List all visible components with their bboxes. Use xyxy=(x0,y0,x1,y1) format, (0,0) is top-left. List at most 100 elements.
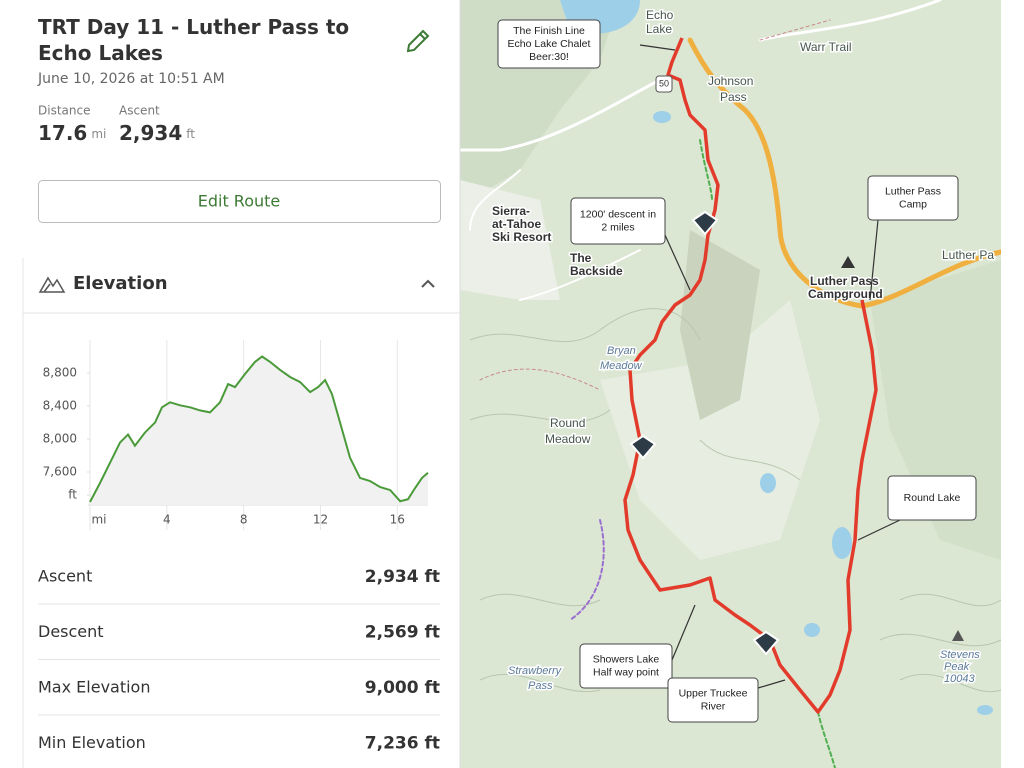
stat-value: 2,934 ft xyxy=(119,121,195,145)
contours xyxy=(469,308,1002,693)
place-label: Echo xyxy=(646,8,674,22)
lake xyxy=(653,111,671,123)
stat-row-label: Ascent xyxy=(38,567,92,586)
place-label: Strawberry xyxy=(508,665,563,677)
callout-box[interactable] xyxy=(887,475,977,521)
route-date: June 10, 2026 at 10:51 AM xyxy=(37,71,225,87)
y-tick-label: ft xyxy=(68,488,77,502)
place-label: 10043 xyxy=(944,673,975,685)
callout-pointer xyxy=(857,519,901,541)
y-tick-label: 7,600 xyxy=(43,465,77,479)
trail xyxy=(817,711,836,768)
stat-row-value: 2,569 ft xyxy=(365,623,440,643)
stat-row-value: 9,000 ft xyxy=(365,678,440,698)
callout-text: Camp xyxy=(899,198,927,210)
road xyxy=(519,249,641,301)
area xyxy=(90,356,428,505)
collapse-toggle[interactable] xyxy=(421,279,435,288)
route xyxy=(623,37,878,714)
contour xyxy=(479,673,601,693)
road xyxy=(758,0,942,42)
place-label: The xyxy=(570,251,592,265)
callout-box[interactable] xyxy=(667,677,759,723)
hwy-shield xyxy=(655,75,673,93)
place-label: Meadow xyxy=(600,360,643,372)
road xyxy=(469,169,521,231)
callout-text: Beer:30! xyxy=(529,51,569,63)
callout-text: Echo Lake Chalet xyxy=(508,38,591,50)
stat-label: Ascent xyxy=(119,104,160,118)
place-label: Campground xyxy=(808,287,883,301)
trail xyxy=(569,519,605,621)
roads xyxy=(458,0,1004,768)
callout-text: Showers Lake xyxy=(593,653,660,665)
callout-text: 1200' descent in xyxy=(580,208,656,220)
edit-icon[interactable] xyxy=(406,29,430,53)
place-label: Peak xyxy=(944,661,970,673)
trail-marker[interactable] xyxy=(629,434,657,460)
place-label: Warr Trail xyxy=(800,40,852,54)
x-tick-label: mi xyxy=(91,513,106,527)
place-label: Meadow xyxy=(545,432,591,446)
contour xyxy=(899,593,1002,607)
callout-box[interactable] xyxy=(570,197,666,245)
place-label: Bryan xyxy=(607,345,636,357)
callout-text: Half way point xyxy=(593,666,659,678)
place-label: Ski Resort xyxy=(492,230,551,244)
callout-pointer xyxy=(671,604,696,661)
section-title: Elevation xyxy=(73,273,168,294)
highway xyxy=(687,37,1004,309)
place-label: Johnson xyxy=(708,74,753,88)
terrain xyxy=(600,300,820,560)
contour xyxy=(469,409,611,423)
y-tick-label: 8,800 xyxy=(43,366,77,380)
boundary xyxy=(479,368,601,391)
callout-text: Round Lake xyxy=(904,492,961,504)
boundary xyxy=(759,19,831,41)
road xyxy=(458,78,662,152)
stat-unit: ft xyxy=(186,127,195,141)
callout-pointer xyxy=(639,44,676,51)
y-tick-label: 8,000 xyxy=(43,432,77,446)
contour xyxy=(469,308,701,343)
place-label: Round xyxy=(550,416,585,430)
stat-label: Distance xyxy=(38,104,90,118)
callout-text: The Finish Line xyxy=(513,25,585,37)
callout-box[interactable] xyxy=(579,643,673,689)
title-line: TRT Day 11 - Luther Pass to xyxy=(38,15,349,39)
place-label: 50 xyxy=(659,78,669,88)
ski-area xyxy=(460,180,560,300)
callout-text: Upper Truckee xyxy=(679,687,748,699)
elevation-line xyxy=(89,355,429,503)
button-label: Edit Route xyxy=(198,192,281,211)
callout-box[interactable] xyxy=(867,175,959,221)
x-tick-label: 12 xyxy=(313,513,328,527)
x-tick-label: 4 xyxy=(163,513,171,527)
elevation-icon xyxy=(38,276,66,293)
contour xyxy=(899,673,1002,693)
callout-box[interactable] xyxy=(497,19,601,69)
x-tick-label: 8 xyxy=(240,513,248,527)
edit-route-button[interactable] xyxy=(38,180,441,223)
y-tick-label: 8,400 xyxy=(43,399,77,413)
elevation-chart: mi 4 8 12 16 ft 7,600 8,000 8,400 8,800 xyxy=(43,340,429,530)
place-label: Luther Pa xyxy=(942,248,994,262)
contour xyxy=(879,633,1002,647)
trail-marker[interactable] xyxy=(752,630,780,656)
callout-text: Luther Pass xyxy=(885,185,941,197)
stat-row-value: 2,934 ft xyxy=(365,567,440,587)
stats-list: Ascent 2,934 ft Descent 2,569 ft Max Elevati… xyxy=(38,567,440,754)
contour xyxy=(699,439,801,481)
lake xyxy=(804,623,820,637)
trail-marker[interactable] xyxy=(691,210,719,236)
trail-markers xyxy=(629,210,780,656)
place-label: Stevens xyxy=(940,649,980,661)
stat-number: 17.6 xyxy=(38,121,87,145)
x-tick-label: 16 xyxy=(390,513,405,527)
title-line: Echo Lakes xyxy=(38,41,163,65)
